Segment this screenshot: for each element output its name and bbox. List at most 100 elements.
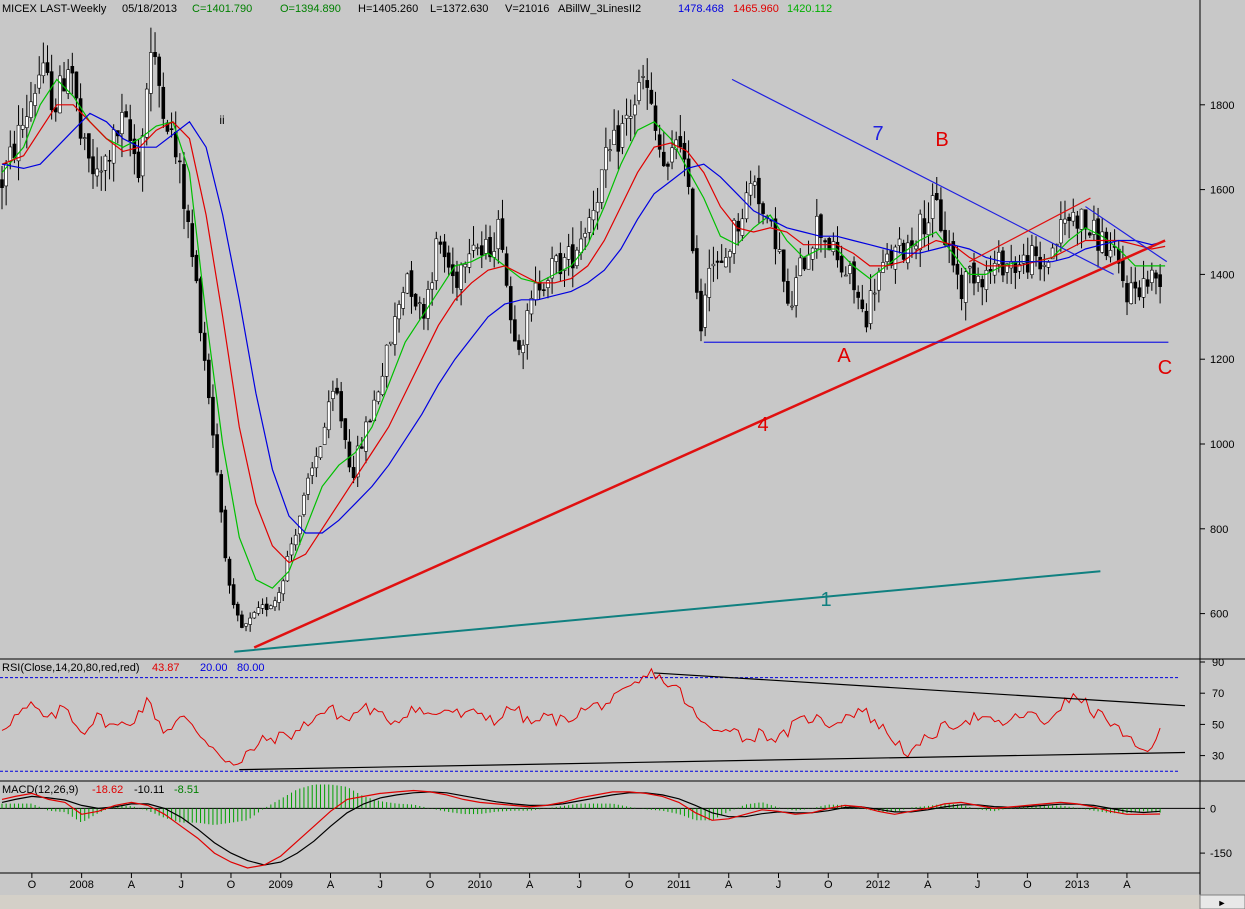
candle-body xyxy=(351,467,356,478)
close-label: C=1401.790 xyxy=(192,3,252,15)
candle-body xyxy=(1034,246,1038,257)
candle-body xyxy=(637,82,641,101)
rsi-header: RSI(Close,14,20,80,red,red) 43.87 20.00 … xyxy=(2,662,265,674)
price-candles xyxy=(0,27,1162,632)
candle-body xyxy=(33,93,37,106)
candle-body xyxy=(339,391,343,422)
candle-body xyxy=(1063,218,1067,224)
candle-body xyxy=(87,133,91,159)
price-trendlines xyxy=(234,78,1169,653)
trendline xyxy=(253,239,1166,649)
candle-body xyxy=(943,229,947,245)
horizontal-scrollbar[interactable] xyxy=(0,895,1245,909)
x-tick-label: O xyxy=(426,879,435,891)
candle-body xyxy=(728,251,732,258)
trendline xyxy=(969,197,1091,263)
candle-body xyxy=(459,264,463,290)
x-tick-label: A xyxy=(1123,879,1131,891)
candle-body xyxy=(111,129,116,164)
candle-body xyxy=(289,543,294,556)
candle-body xyxy=(984,269,989,290)
candle-body xyxy=(972,262,976,284)
candle-body xyxy=(724,257,728,268)
x-tick-label: 2012 xyxy=(866,879,890,891)
price-y-tick-label: 800 xyxy=(1210,524,1228,536)
candle-body xyxy=(293,534,298,546)
candle-body xyxy=(591,210,596,221)
candle-body xyxy=(1046,261,1051,268)
candle-body xyxy=(62,78,66,92)
candle-body xyxy=(1092,219,1096,235)
date-label: 05/18/2013 xyxy=(122,3,177,15)
candle-body xyxy=(397,304,401,320)
candle-body xyxy=(633,104,637,116)
candle-body xyxy=(645,80,650,88)
scroll-arrow-icon[interactable]: ► xyxy=(1218,898,1227,908)
macd-y-tick-label: 0 xyxy=(1210,803,1216,815)
candle-body xyxy=(599,169,604,203)
candle-body xyxy=(198,278,203,334)
candle-body xyxy=(1158,274,1162,287)
open-label: O=1394.890 xyxy=(280,3,341,15)
candle-body xyxy=(173,131,178,158)
candle-body xyxy=(401,292,406,309)
candle-body xyxy=(360,446,364,449)
candle-body xyxy=(1050,247,1055,260)
candle-body xyxy=(471,244,476,251)
rsi-trendline xyxy=(239,751,1186,771)
candle-body xyxy=(240,614,244,628)
candle-body xyxy=(302,494,306,515)
candle-body xyxy=(285,556,290,582)
candle-body xyxy=(583,233,587,238)
scrollbar-thumb[interactable] xyxy=(1199,894,1245,909)
candle-body xyxy=(124,111,128,118)
x-tick-label: O xyxy=(1023,879,1032,891)
trendline xyxy=(1085,206,1168,263)
candle-body xyxy=(616,125,621,152)
candle-body xyxy=(732,219,736,254)
candle-body xyxy=(798,257,803,276)
wave-a-label: A xyxy=(837,345,851,367)
macd-hist-value: -8.51 xyxy=(174,784,199,796)
candle-body xyxy=(136,151,141,179)
candle-body xyxy=(703,294,707,328)
candle-body xyxy=(963,271,968,303)
price-y-tick-label: 1000 xyxy=(1210,439,1234,451)
candle-body xyxy=(463,264,468,268)
candle-body xyxy=(144,88,149,138)
candle-body xyxy=(347,441,352,468)
rsi-trendline xyxy=(654,672,1186,707)
x-tick-label: A xyxy=(924,879,932,891)
price-y-tick-label: 1800 xyxy=(1210,100,1234,112)
candle-body xyxy=(140,135,145,177)
candle-body xyxy=(1133,281,1138,289)
wave-ii-label: ii xyxy=(219,113,224,127)
candle-body xyxy=(467,253,472,268)
candle-body xyxy=(815,215,819,250)
candle-body xyxy=(521,344,525,354)
candle-body xyxy=(868,290,873,324)
x-tick-label: O xyxy=(28,879,37,891)
candle-body xyxy=(384,344,389,377)
candle-body xyxy=(620,123,625,148)
candle-body xyxy=(70,66,75,74)
candle-body xyxy=(248,617,252,625)
candle-body xyxy=(918,213,923,251)
candle-body xyxy=(161,86,166,119)
x-tick-label: O xyxy=(227,879,236,891)
candle-body xyxy=(1150,269,1154,283)
candle-body xyxy=(823,240,827,243)
candle-body xyxy=(711,263,716,267)
line-4-label: 4 xyxy=(757,414,768,436)
candle-body xyxy=(777,249,782,252)
x-tick-label: J xyxy=(975,879,981,891)
rsi-line xyxy=(1,667,1161,766)
candle-body xyxy=(587,217,592,233)
candle-body xyxy=(264,603,269,610)
candle-body xyxy=(864,310,869,328)
candle-body xyxy=(976,275,980,283)
candle-body xyxy=(430,282,434,290)
candle-body xyxy=(649,89,654,104)
x-tick-label: J xyxy=(178,879,184,891)
